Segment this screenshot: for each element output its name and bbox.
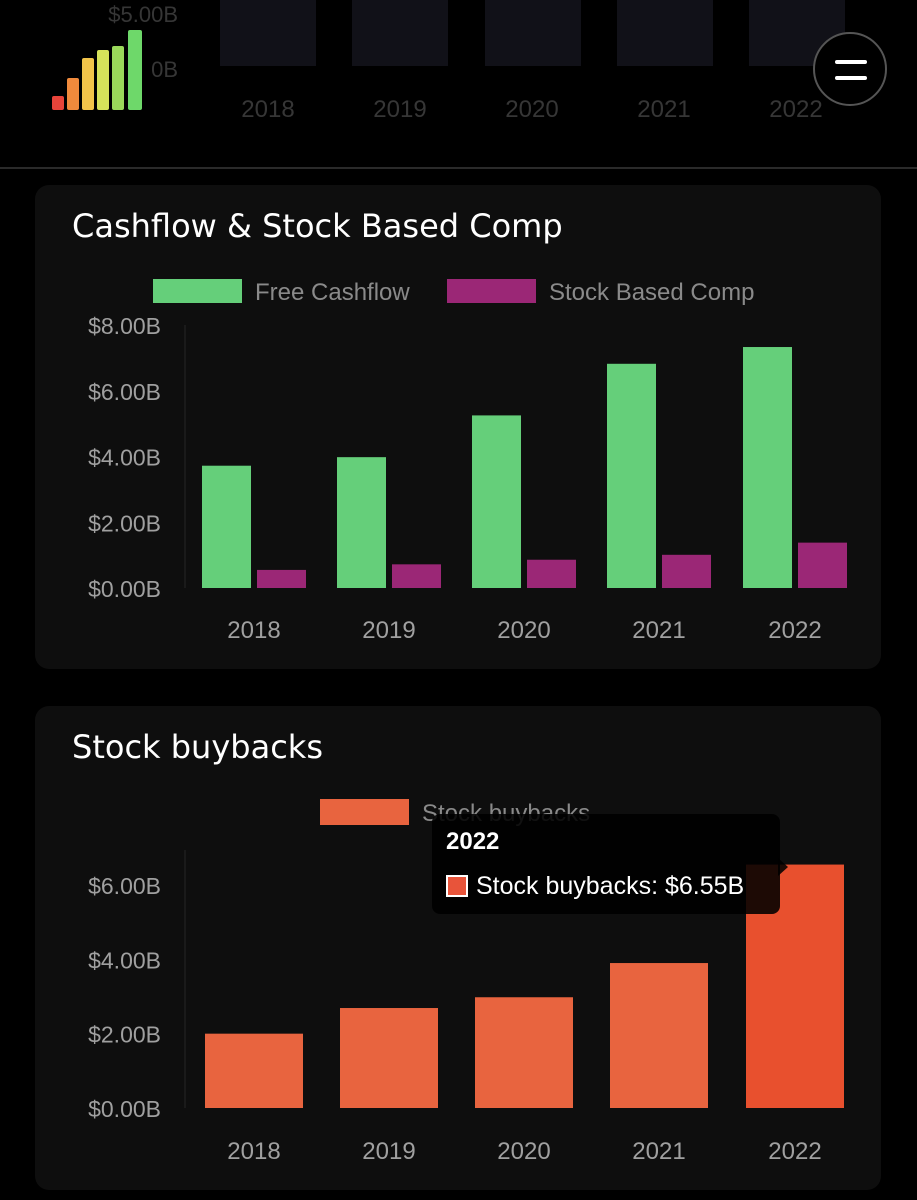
x-tick-label: 2019 [362,617,415,644]
x-tick-label: 2020 [497,617,550,644]
prev-x-tick: 2022 [769,96,822,123]
prev-x-tick: 2021 [637,96,690,123]
bar-stock-buybacks [610,963,708,1108]
prev-x-tick: 2020 [505,96,558,123]
prev-bar [352,0,448,66]
y-tick-label: $2.00B [88,1022,161,1048]
legend-swatch [447,279,536,303]
legend-swatch [320,799,409,825]
previous-chart-remnant: $5.00B 0B 2018 2019 2020 2021 2022 [108,0,845,123]
bar-stock-based-comp [392,564,441,588]
y-tick-label: $0.00B [88,1096,161,1122]
chart-tooltip: 2022 Stock buybacks: $6.55B [432,814,780,914]
prev-bar [220,0,316,66]
tooltip-title: 2022 [446,828,500,855]
bar-stock-based-comp [527,559,576,588]
hamburger-menu-icon[interactable] [813,32,887,106]
card-title: Stock buybacks [72,728,323,766]
x-tick-label: 2018 [227,617,280,644]
x-tick-label: 2022 [768,1138,821,1165]
cashflow-sbc-card: Cashflow & Stock Based Comp [35,185,881,669]
prev-bar [485,0,581,66]
header-divider [0,167,917,169]
prev-x-tick: 2019 [373,96,426,123]
stock-buybacks-card: Stock buybacks [35,706,881,1190]
x-tick-label: 2021 [632,1138,685,1165]
y-tick-label: $6.00B [88,873,161,899]
bar-stock-based-comp [662,554,711,588]
bar-stock-buybacks [475,997,573,1108]
bar-free-cashflow [337,457,386,588]
bar-free-cashflow [743,347,792,588]
legend-label: Free Cashflow [255,279,410,306]
prev-y-tick: $5.00B [108,2,178,27]
signal-bars-logo-icon[interactable] [50,28,146,112]
y-tick-label: $2.00B [88,510,161,536]
bar-free-cashflow [472,415,521,588]
y-tick-label: $8.00B [88,313,161,339]
y-tick-label: $0.00B [88,576,161,602]
bar-stock-buybacks [340,1008,438,1108]
prev-x-tick: 2018 [241,96,294,123]
x-tick-label: 2022 [768,617,821,644]
prev-y-tick: 0B [151,57,178,82]
prev-bar [617,0,713,66]
tooltip-arrow [778,858,788,876]
y-tick-label: $6.00B [88,379,161,405]
legend-label: Stock Based Comp [549,279,754,306]
tooltip-label: Stock buybacks: $6.55B [476,872,745,900]
bar-free-cashflow [607,363,656,588]
y-tick-label: $4.00B [88,947,161,973]
bar-free-cashflow [202,465,251,588]
bar-stock-based-comp [798,542,847,588]
x-tick-label: 2021 [632,617,685,644]
bar-stock-buybacks [205,1033,303,1108]
legend-swatch [153,279,242,303]
tooltip-swatch [446,875,468,897]
x-tick-label: 2019 [362,1138,415,1165]
x-tick-label: 2020 [497,1138,550,1165]
bar-stock-based-comp [257,569,306,588]
x-tick-label: 2018 [227,1138,280,1165]
y-tick-label: $4.00B [88,445,161,471]
card-title: Cashflow & Stock Based Comp [72,207,563,245]
